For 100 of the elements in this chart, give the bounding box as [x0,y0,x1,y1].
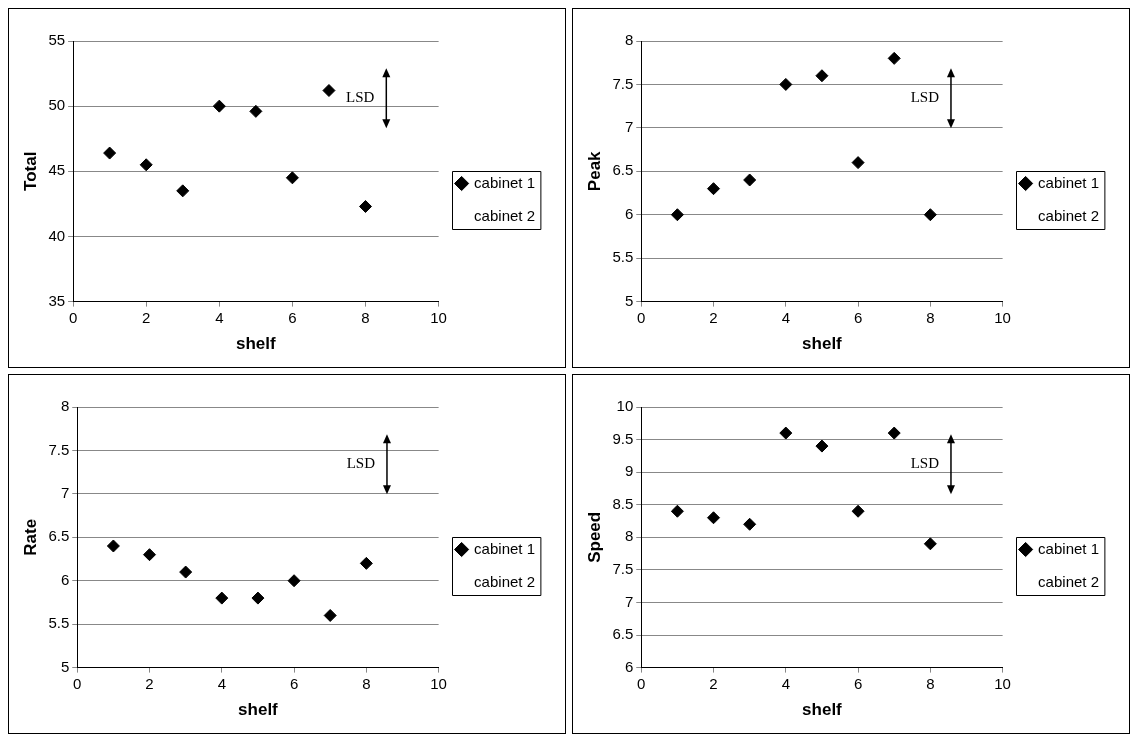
x-axis-title: shelf [802,334,843,354]
x-tick-label: 8 [361,308,370,326]
x-tick-label: 6 [853,674,863,692]
y-tick-label: 5.5 [48,614,70,632]
text: cabinet 2 [474,572,536,590]
point [707,182,721,196]
x-tick-label: 8 [926,308,935,326]
y-tick-label: 6.5 [612,625,634,643]
x-tick-label: 0 [68,308,78,326]
y-tick-label: 40 [48,226,66,244]
x-tick-label: 4 [217,674,226,692]
x-tick-label: 6 [853,308,863,326]
y-tick-label: 8 [60,397,70,415]
point [851,156,865,170]
y-tick-label: 8 [624,527,634,545]
legend-label: cabinet 1 [474,173,536,191]
x-tick-label: 4 [781,674,790,692]
y-axis-title: Speed [584,511,604,563]
point [815,439,829,453]
x-tick-label: 6 [289,674,299,692]
legend-label: cabinet 1 [1038,173,1100,191]
y-tick-label: 9.5 [612,429,634,447]
y-tick-label: 55 [48,31,66,49]
annotation: LSD [910,455,940,472]
legend-label: cabinet 1 [474,539,536,557]
legend-label: cabinet 1 [1038,539,1100,557]
annotation: LSD [345,89,375,106]
point [779,426,793,440]
y-tick-label: 6 [624,204,634,222]
x-axis-title: shelf [802,700,843,720]
x-axis-title: shelf [238,700,279,720]
x-tick-label: 4 [215,308,224,326]
y-tick-label: 50 [48,96,66,114]
point [815,69,829,83]
y-tick-label: 7.5 [48,440,70,458]
y-tick-label: 10 [616,397,634,415]
x-tick-label: 10 [430,308,447,326]
y-tick-label: 9 [624,462,634,480]
text: cabinet 2 [1038,572,1100,590]
y-tick-label: 6 [624,657,634,675]
point [143,548,157,562]
point [670,504,684,518]
x-tick-label: 4 [781,308,790,326]
point [176,184,190,198]
point [359,556,373,570]
point [851,504,865,518]
y-tick-label: 7 [60,484,70,502]
y-tick-label: 7.5 [612,74,634,92]
point [212,99,226,113]
point [179,565,193,579]
x-tick-label: 0 [637,674,646,692]
point [106,539,120,553]
annotation: LSD [910,89,940,106]
point [923,537,937,551]
y-tick-label: 7.5 [612,560,634,578]
point [322,84,336,98]
x-tick-label: 2 [709,674,718,692]
text: cabinet 2 [1038,206,1100,224]
y-tick-label: 7 [624,118,634,136]
x-tick-label: 0 [73,674,82,692]
point [323,608,337,622]
point [139,158,153,172]
y-axis-title: Rate [20,518,40,556]
point [887,426,901,440]
point [251,591,265,605]
x-tick-label: 2 [709,308,718,326]
y-tick-label: 8 [624,31,634,49]
x-tick-label: 10 [994,674,1011,692]
point [743,173,757,187]
y-tick-label: 8.5 [612,494,634,512]
y-tick-label: 6.5 [612,161,634,179]
point [287,574,301,588]
y-axis-title: Peak [584,150,604,192]
point [887,51,901,65]
x-tick-label: 8 [362,674,371,692]
point [249,104,263,118]
point [103,146,117,160]
x-tick-label: 0 [637,308,646,326]
point [670,208,684,222]
point [779,77,793,91]
x-axis-title: shelf [236,334,277,354]
y-tick-label: 45 [48,161,66,179]
x-tick-label: 8 [926,674,935,692]
y-tick-label: 6.5 [48,527,70,545]
point [285,171,299,185]
x-tick-label: 6 [288,308,297,326]
y-tick-label: 5 [60,657,70,675]
y-tick-label: 5.5 [612,248,634,266]
y-tick-label: 7 [624,592,634,610]
point [359,199,373,213]
x-tick-label: 2 [145,674,154,692]
point [215,591,229,605]
y-tick-label: 35 [48,291,66,309]
point [923,208,937,222]
y-axis-title: Total [20,151,40,191]
y-tick-label: 6 [60,570,70,588]
point [707,511,721,525]
point [743,517,757,531]
y-tick-label: 5 [624,291,634,309]
x-tick-label: 10 [994,308,1011,326]
